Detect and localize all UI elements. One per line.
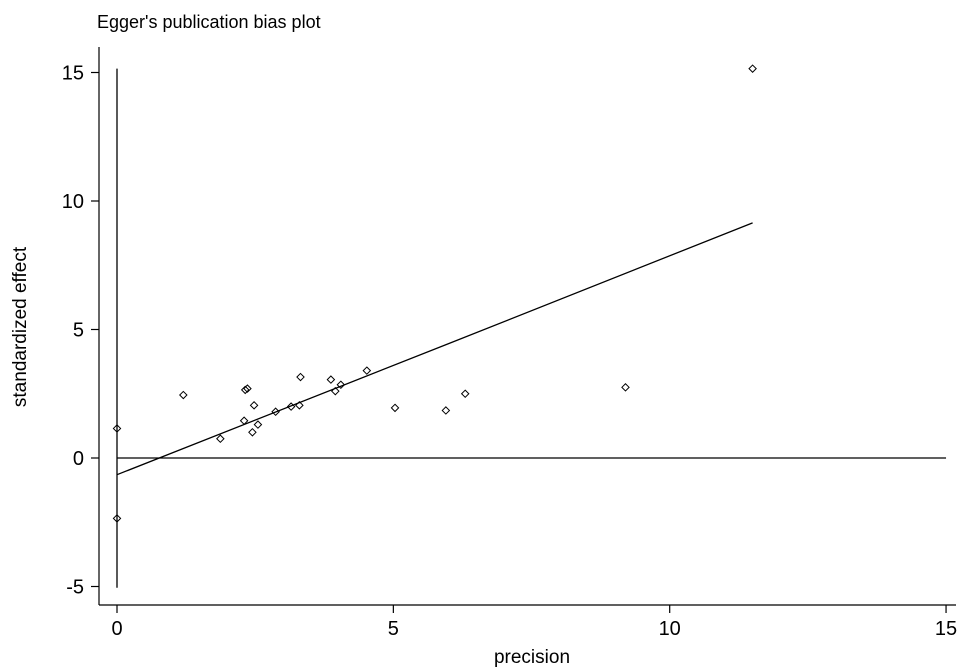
data-point — [271, 407, 280, 417]
x-tick-label: 15 — [935, 618, 957, 640]
regression-line-group — [116, 222, 753, 476]
data-point — [286, 402, 296, 411]
data-point — [362, 366, 372, 375]
x-axis-title: precision — [494, 647, 570, 668]
data-point — [216, 434, 225, 444]
x-tick-label: 5 — [388, 618, 399, 640]
data-point — [326, 375, 336, 384]
y-tick-label: 10 — [62, 191, 84, 213]
data-point — [240, 385, 250, 395]
data-point — [239, 416, 249, 426]
y-tick-label: 0 — [73, 448, 84, 470]
plot-area: 0 5 10 15 -5 0 5 10 15 — [62, 47, 957, 640]
data-point — [248, 427, 257, 437]
data-point — [336, 380, 346, 390]
data-point — [460, 389, 470, 399]
y-ticks: -5 0 5 10 15 — [62, 63, 99, 599]
chart-title: Egger's publication bias plot — [97, 12, 321, 32]
y-tick-label: 15 — [62, 63, 84, 85]
data-point — [296, 372, 305, 382]
y-tick-label: 5 — [73, 320, 84, 342]
y-axis-title: standardized effect — [10, 246, 31, 407]
points — [112, 64, 757, 523]
x-tick-label: 10 — [659, 618, 681, 640]
data-point — [748, 64, 757, 73]
data-point — [621, 383, 630, 392]
data-point — [179, 390, 188, 400]
data-point — [112, 514, 122, 523]
data-point — [390, 403, 400, 413]
data-point — [441, 406, 451, 415]
data-point — [249, 401, 259, 410]
data-point — [295, 401, 304, 410]
data-point — [112, 424, 122, 433]
x-ticks: 0 5 10 15 — [111, 605, 957, 640]
y-tick-label: -5 — [66, 577, 84, 599]
x-tick-label: 0 — [111, 618, 122, 640]
data-point — [253, 420, 263, 429]
reference-lines — [116, 68, 947, 588]
regression-line — [116, 222, 753, 476]
data-point — [243, 384, 252, 393]
data-point — [331, 386, 340, 396]
